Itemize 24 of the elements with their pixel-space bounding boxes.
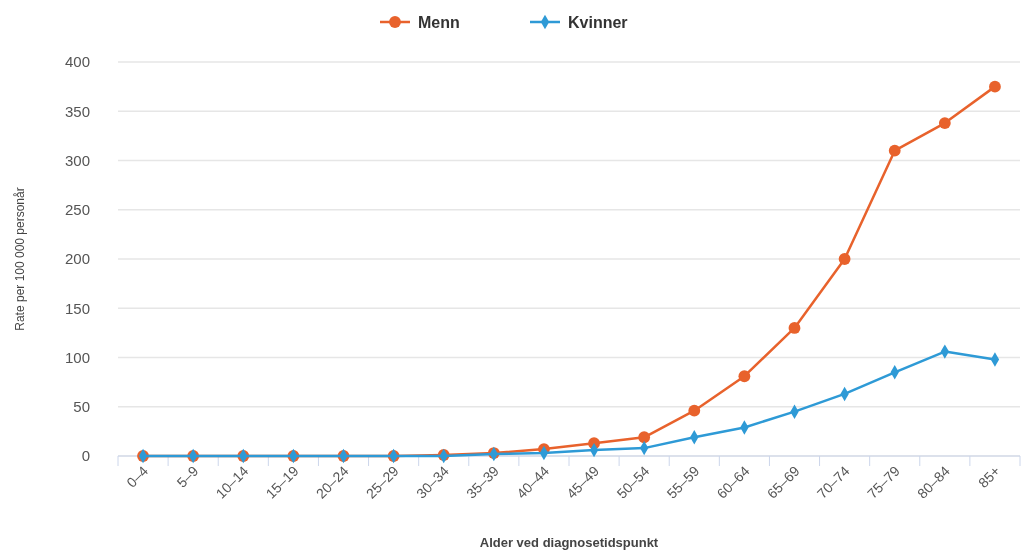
point xyxy=(638,431,651,444)
y-tick-label: 250 xyxy=(64,201,90,218)
y-tick-label: 300 xyxy=(64,151,90,169)
y-tick-label: 0 xyxy=(81,447,90,465)
point xyxy=(888,144,901,157)
point xyxy=(938,117,951,129)
y-axis-title: Rate per 100 000 personår xyxy=(13,187,27,331)
y-tick-label: 200 xyxy=(64,250,90,268)
y-tick-label: 150 xyxy=(64,299,90,317)
x-tick-label: 0–4 xyxy=(123,462,152,491)
legend-label: Kvinner xyxy=(568,13,628,31)
point xyxy=(688,404,701,417)
y-tick-label: 50 xyxy=(73,398,90,415)
legend-label: Menn xyxy=(418,13,460,31)
point xyxy=(989,80,1001,93)
x-tick-label: 5–9 xyxy=(173,462,202,491)
point xyxy=(738,370,751,383)
point xyxy=(788,322,801,334)
point xyxy=(838,253,851,265)
y-tick-label: 400 xyxy=(64,53,90,71)
y-tick-label: 100 xyxy=(64,348,90,366)
x-axis-title: Alder ved diagnosetidspunkt xyxy=(479,535,659,550)
y-tick-label: 350 xyxy=(64,102,90,120)
x-tick-label: 85+ xyxy=(974,462,1004,491)
